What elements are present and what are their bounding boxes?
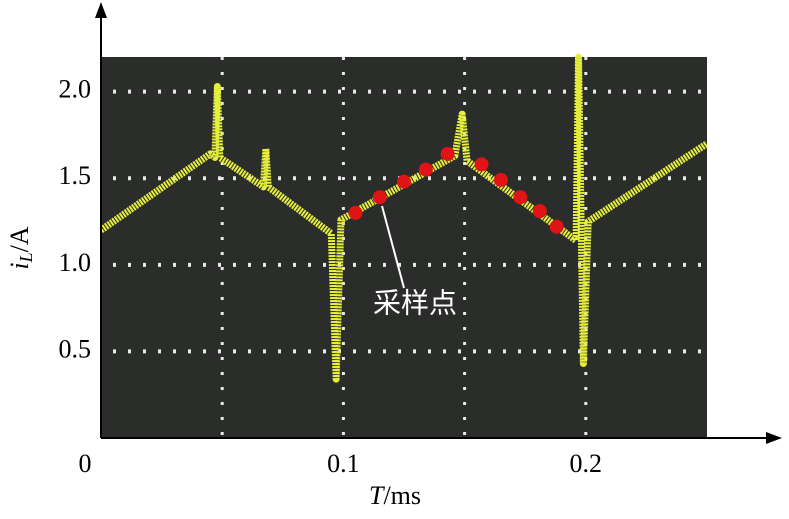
sample-point	[372, 190, 387, 205]
plot-area	[101, 57, 707, 438]
x-tick-label: 0.1	[327, 449, 360, 478]
x-tick-label: 0	[79, 449, 92, 478]
y-tick-label: 1.5	[59, 161, 92, 190]
sample-point	[513, 190, 528, 205]
waveform-line	[98, 53, 709, 383]
sample-point	[493, 172, 508, 187]
y-tick-label: 1.0	[59, 248, 92, 277]
sample-point	[549, 219, 564, 234]
pointer-line	[381, 205, 405, 289]
sample-point	[440, 146, 455, 161]
sample-point	[348, 205, 363, 220]
y-arrow	[95, 2, 107, 18]
grid	[113, 57, 707, 438]
x-arrow	[766, 432, 782, 444]
x-tick-label: 0.2	[570, 449, 603, 478]
sample-point	[474, 157, 489, 172]
sample-point	[532, 204, 547, 219]
sample-point	[397, 174, 411, 189]
annotation: 采样点	[373, 287, 457, 319]
x-axis-label: T/ms	[369, 481, 421, 510]
sample-point	[418, 162, 433, 177]
marks	[98, 53, 709, 383]
y-axis-label: iL/A	[5, 226, 36, 269]
y-tick-label: 0.5	[59, 334, 92, 363]
y-tick-label: 2.0	[59, 75, 92, 104]
